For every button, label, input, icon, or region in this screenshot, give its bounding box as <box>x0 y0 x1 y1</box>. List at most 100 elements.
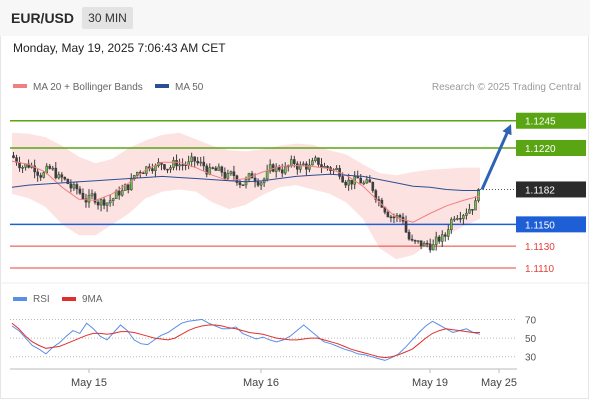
candle-down <box>163 164 166 170</box>
candle-down <box>407 231 411 240</box>
x-tick-label: May 19 <box>412 377 448 389</box>
candle-up <box>45 165 49 173</box>
candle-up <box>178 164 181 167</box>
candle-down <box>48 165 52 169</box>
candle-down <box>214 167 218 171</box>
candle-down <box>81 192 85 200</box>
candle-down <box>33 165 36 173</box>
candle-up <box>217 166 221 171</box>
candle-down <box>151 168 154 171</box>
ma20-legend-swatch <box>13 84 27 88</box>
current-price-box <box>516 181 586 198</box>
candle-down <box>389 216 393 219</box>
candle-up <box>335 168 338 170</box>
instrument-symbol: EUR/USD <box>11 10 75 26</box>
candle-down <box>60 174 64 178</box>
header-bar: EUR/USD 30 MIN <box>0 0 590 36</box>
rsi-ma-legend-swatch <box>62 297 76 301</box>
candle-up <box>456 218 459 220</box>
candle-down <box>256 181 260 186</box>
candle-down <box>350 179 353 185</box>
bollinger-band <box>12 132 480 260</box>
candle-down <box>371 181 375 191</box>
rsi-ma-line <box>11 322 480 359</box>
candle-up <box>259 182 263 186</box>
candle-down <box>425 242 429 245</box>
candle-down <box>404 220 408 233</box>
candle-down <box>326 166 329 168</box>
candle-up <box>51 167 55 170</box>
ma20-legend-label: MA 20 + Bollinger Bands <box>33 82 143 93</box>
candle-down <box>93 193 97 203</box>
forecast-arrow <box>480 124 512 191</box>
candle-down <box>280 169 284 174</box>
level-label-1.1245: 1.1245 <box>525 117 556 128</box>
rsi-legend-swatch <box>13 297 27 301</box>
ma50-legend-label: MA 50 <box>175 82 204 93</box>
price-plot-area: 1.1245 1.1220 1.1150 1.1130 1.1110 1.1182 <box>10 112 586 276</box>
candle-up <box>172 160 175 168</box>
level-label-box <box>516 216 586 233</box>
candle-up <box>268 164 272 172</box>
candle-up <box>226 173 230 179</box>
candle-down <box>341 176 344 183</box>
candle-down <box>36 171 39 176</box>
candle-up <box>347 179 350 186</box>
level-label-1.1130: 1.1130 <box>525 242 555 253</box>
candle-up <box>229 171 233 174</box>
ma50-legend-swatch <box>155 84 169 88</box>
candle-down <box>211 167 215 169</box>
candle-up <box>190 156 193 162</box>
level-label-box <box>516 112 586 129</box>
candle-down <box>166 168 169 171</box>
candle-up <box>314 157 317 162</box>
candle-up <box>434 236 438 245</box>
candle-down <box>413 239 417 242</box>
level-label-1.1110: 1.1110 <box>525 264 555 275</box>
candle-down <box>78 188 82 194</box>
candle-up <box>446 229 450 237</box>
x-axis: May 15 May 16 May 19 May 25 <box>71 369 517 389</box>
candle-down <box>410 238 414 241</box>
candle-down <box>96 201 100 206</box>
source-credit: Research © 2025 Trading Central <box>432 82 581 93</box>
candle-up <box>42 172 46 178</box>
candle-down <box>386 212 390 218</box>
candle-down <box>181 164 184 166</box>
candle-up <box>135 171 139 176</box>
candle-up <box>265 170 269 180</box>
candle-up <box>453 218 456 221</box>
candle-up <box>395 215 399 218</box>
candle-down <box>344 181 347 186</box>
level-label-1.1220: 1.1220 <box>525 144 556 155</box>
candle-down <box>232 171 236 176</box>
candle-up <box>111 198 115 201</box>
candle-down <box>84 198 88 203</box>
candle-down <box>18 162 21 169</box>
candle-up <box>440 234 444 242</box>
candle-up <box>422 242 426 247</box>
candle-down <box>75 184 79 190</box>
candle-down <box>374 190 378 200</box>
x-tick-label: May 16 <box>243 377 279 389</box>
candle-down <box>63 177 67 180</box>
candle-down <box>437 236 441 242</box>
candle-up <box>365 179 369 184</box>
candle-down <box>238 182 242 185</box>
candle-down <box>293 159 296 165</box>
candle-up <box>199 161 203 164</box>
candle-down <box>398 215 402 218</box>
candle-down <box>368 179 372 183</box>
candle-up <box>311 160 314 166</box>
timeframe-badge[interactable]: 30 MIN <box>82 7 133 29</box>
candle-down <box>277 166 281 171</box>
candle-down <box>12 155 15 158</box>
rsi-legend-label: RSI <box>33 294 50 305</box>
rsi-tick-70: 70 <box>525 315 537 326</box>
candle-down <box>241 184 245 186</box>
candle-down <box>443 234 447 237</box>
candle-down <box>220 166 224 173</box>
candle-up <box>299 164 302 170</box>
rsi-tick-30: 30 <box>525 353 537 364</box>
candle-down <box>69 183 73 189</box>
